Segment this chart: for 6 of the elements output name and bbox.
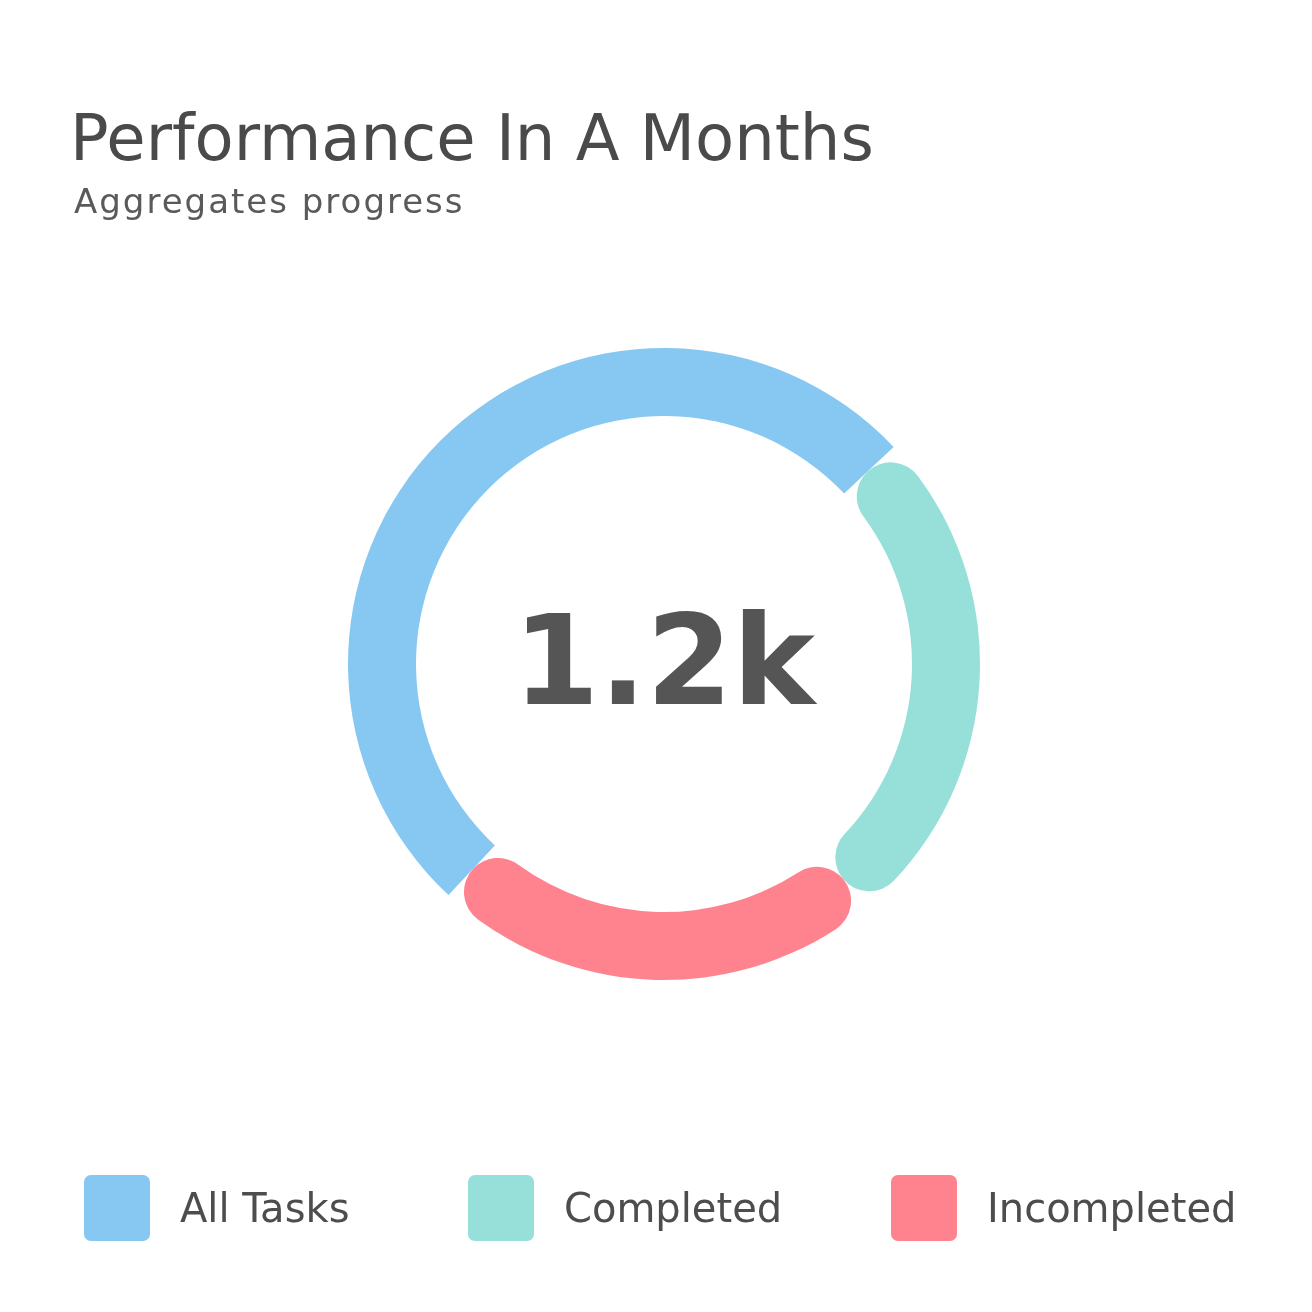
chart-title: Performance In A Months: [70, 101, 874, 175]
chart-subtitle: Aggregates progress: [74, 181, 465, 221]
legend-label: Completed: [564, 1185, 783, 1231]
legend-label: All Tasks: [180, 1185, 350, 1231]
text: 1.2k: [512, 589, 818, 733]
legend-label: Incompleted: [987, 1185, 1237, 1231]
